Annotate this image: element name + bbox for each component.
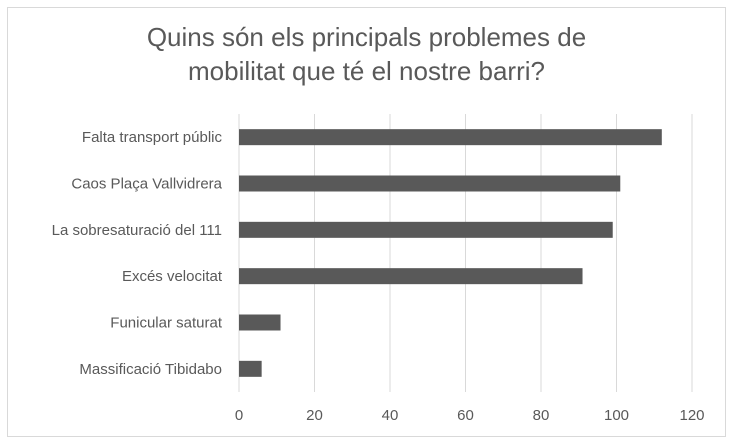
- gridlines: [238, 114, 693, 392]
- category-label: Caos Plaça Vallvidrera: [71, 176, 222, 193]
- bar: [239, 360, 262, 377]
- x-tick-label: 100: [604, 407, 629, 424]
- category-labels: Falta transport públic Caos Plaça Vallvid…: [52, 129, 223, 378]
- bar: [239, 268, 583, 285]
- x-tick-label: 60: [457, 407, 474, 424]
- bar: [239, 314, 281, 331]
- category-label: Funicular saturat: [110, 315, 223, 332]
- category-label: Massificació Tibidabo: [79, 361, 222, 378]
- bar: [239, 129, 662, 146]
- x-tick-label: 0: [235, 407, 243, 424]
- bar: [239, 221, 613, 238]
- chart-title-line-1: Quins són els principals problemes de: [146, 22, 587, 52]
- category-label: Excés velocitat: [122, 268, 223, 285]
- x-tick-label: 120: [679, 407, 704, 424]
- x-tick-label: 20: [306, 407, 323, 424]
- bars: [239, 129, 662, 377]
- category-label: Falta transport públic: [82, 129, 223, 146]
- chart-title-line-2: mobilitat que té el nostre barri?: [188, 56, 545, 86]
- x-tick-label: 40: [382, 407, 399, 424]
- category-label: La sobresaturació del 111: [52, 222, 222, 239]
- x-axis-tick-labels: 0 20 40 60 80 100 120: [235, 407, 705, 424]
- bar: [239, 175, 621, 192]
- x-tick-label: 80: [533, 407, 550, 424]
- chart-title: Quins són els principals problemes de mo…: [7, 20, 726, 88]
